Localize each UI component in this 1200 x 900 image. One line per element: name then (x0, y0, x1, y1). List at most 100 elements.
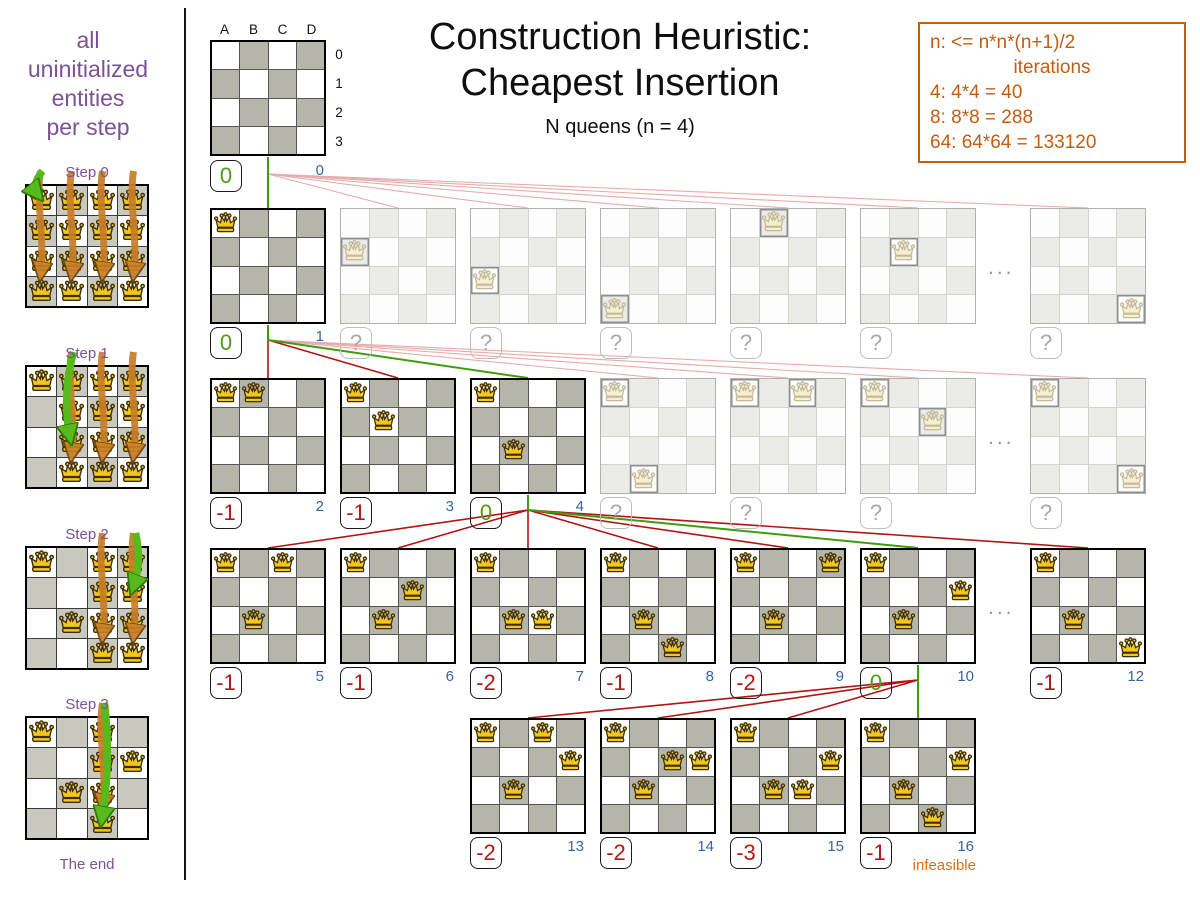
board-cell (816, 748, 844, 776)
board-cell (889, 436, 918, 465)
board-cell (1060, 634, 1088, 662)
board-cell (817, 266, 845, 295)
board-cell (57, 608, 87, 638)
column-label: C (277, 22, 288, 37)
board-cell (629, 465, 658, 493)
queen-icon (501, 439, 526, 462)
board-cell (602, 720, 630, 748)
queen-icon (89, 460, 116, 485)
board-cell (760, 606, 788, 634)
board-cell (426, 578, 454, 606)
board-cell (1117, 266, 1145, 295)
vertical-divider (184, 8, 186, 880)
board-cell (472, 408, 500, 436)
candidate-board-r3s0 (470, 718, 586, 834)
board-cell (398, 380, 426, 408)
tree-edge-skipped (267, 339, 789, 379)
tree-edge-evaluated (787, 679, 919, 719)
queen-icon (89, 550, 116, 575)
queen-icon (28, 188, 55, 213)
queen-icon (28, 550, 55, 575)
board-cell (1088, 266, 1117, 295)
candidate-board-r2s2 (470, 548, 586, 664)
board-cell (426, 634, 454, 662)
board-cell (759, 436, 788, 465)
iteration-number: 4 (575, 498, 584, 515)
board-cell (947, 379, 975, 407)
board-cell (862, 606, 890, 634)
info-line: 64: 64*64 = 133120 (930, 132, 1097, 153)
board-cell (1059, 237, 1088, 266)
queen-icon (733, 722, 758, 745)
board-cell (890, 578, 918, 606)
board-cell (1117, 436, 1145, 465)
board-cell (1059, 266, 1088, 295)
candidate-board-r2s1 (340, 548, 456, 664)
candidate-board-r1s2 (470, 378, 586, 494)
queen-icon (863, 552, 888, 575)
board-cell (240, 42, 268, 70)
board-cell (1088, 465, 1117, 493)
queen-icon (602, 381, 627, 404)
board-cell (1117, 465, 1145, 493)
queen-icon (89, 249, 116, 274)
board-cell (630, 720, 658, 748)
candidate-board-r1s4 (730, 378, 846, 494)
step-label: Step 3 (65, 696, 109, 713)
board-cell (471, 237, 499, 266)
board-cell (27, 718, 57, 748)
board-cell (296, 70, 324, 98)
board-cell (528, 804, 556, 832)
board-cell (398, 436, 426, 464)
board-cell (472, 550, 500, 578)
board-cell (472, 578, 500, 606)
board-cell (27, 548, 57, 578)
iteration-number: 14 (697, 838, 714, 855)
board-cell (788, 407, 817, 436)
board-cell (296, 238, 324, 266)
step-board-1 (25, 365, 149, 489)
board-cell (817, 465, 845, 493)
queen-icon (1119, 468, 1144, 491)
candidate-board-r0s2 (470, 208, 586, 324)
queen-icon (501, 609, 526, 632)
board-cell (861, 209, 889, 237)
board-cell (889, 465, 918, 493)
candidate-board-r0s3 (600, 208, 716, 324)
board-cell (499, 295, 528, 323)
queen-icon (213, 382, 238, 405)
board-cell (528, 776, 556, 804)
board-cell (240, 634, 268, 662)
board-cell (426, 464, 454, 492)
board-cell (658, 720, 686, 748)
board-cell (862, 804, 890, 832)
board-cell (296, 436, 324, 464)
board-cell (27, 638, 57, 668)
candidate-board-r0s5 (860, 208, 976, 324)
board-cell (947, 407, 975, 436)
board-cell (57, 427, 87, 457)
queen-icon (89, 279, 116, 304)
board-cell (296, 380, 324, 408)
queen-icon (58, 279, 85, 304)
board-cell (398, 266, 427, 295)
board-cell (918, 237, 947, 266)
score-badge: -1 (210, 497, 242, 529)
board-cell (342, 380, 370, 408)
board-cell (1032, 578, 1060, 606)
board-cell (629, 237, 658, 266)
board-cell (557, 237, 585, 266)
board-cell (556, 804, 584, 832)
board-cell (1117, 407, 1145, 436)
board-cell (212, 408, 240, 436)
board-cell (918, 720, 946, 748)
board-cell (500, 380, 528, 408)
tree-edge-skipped (267, 173, 529, 209)
board-cell (556, 634, 584, 662)
board-cell (918, 407, 947, 436)
board-cell (370, 634, 398, 662)
board-cell (268, 606, 296, 634)
board-cell (1088, 634, 1116, 662)
board-cell (658, 266, 687, 295)
